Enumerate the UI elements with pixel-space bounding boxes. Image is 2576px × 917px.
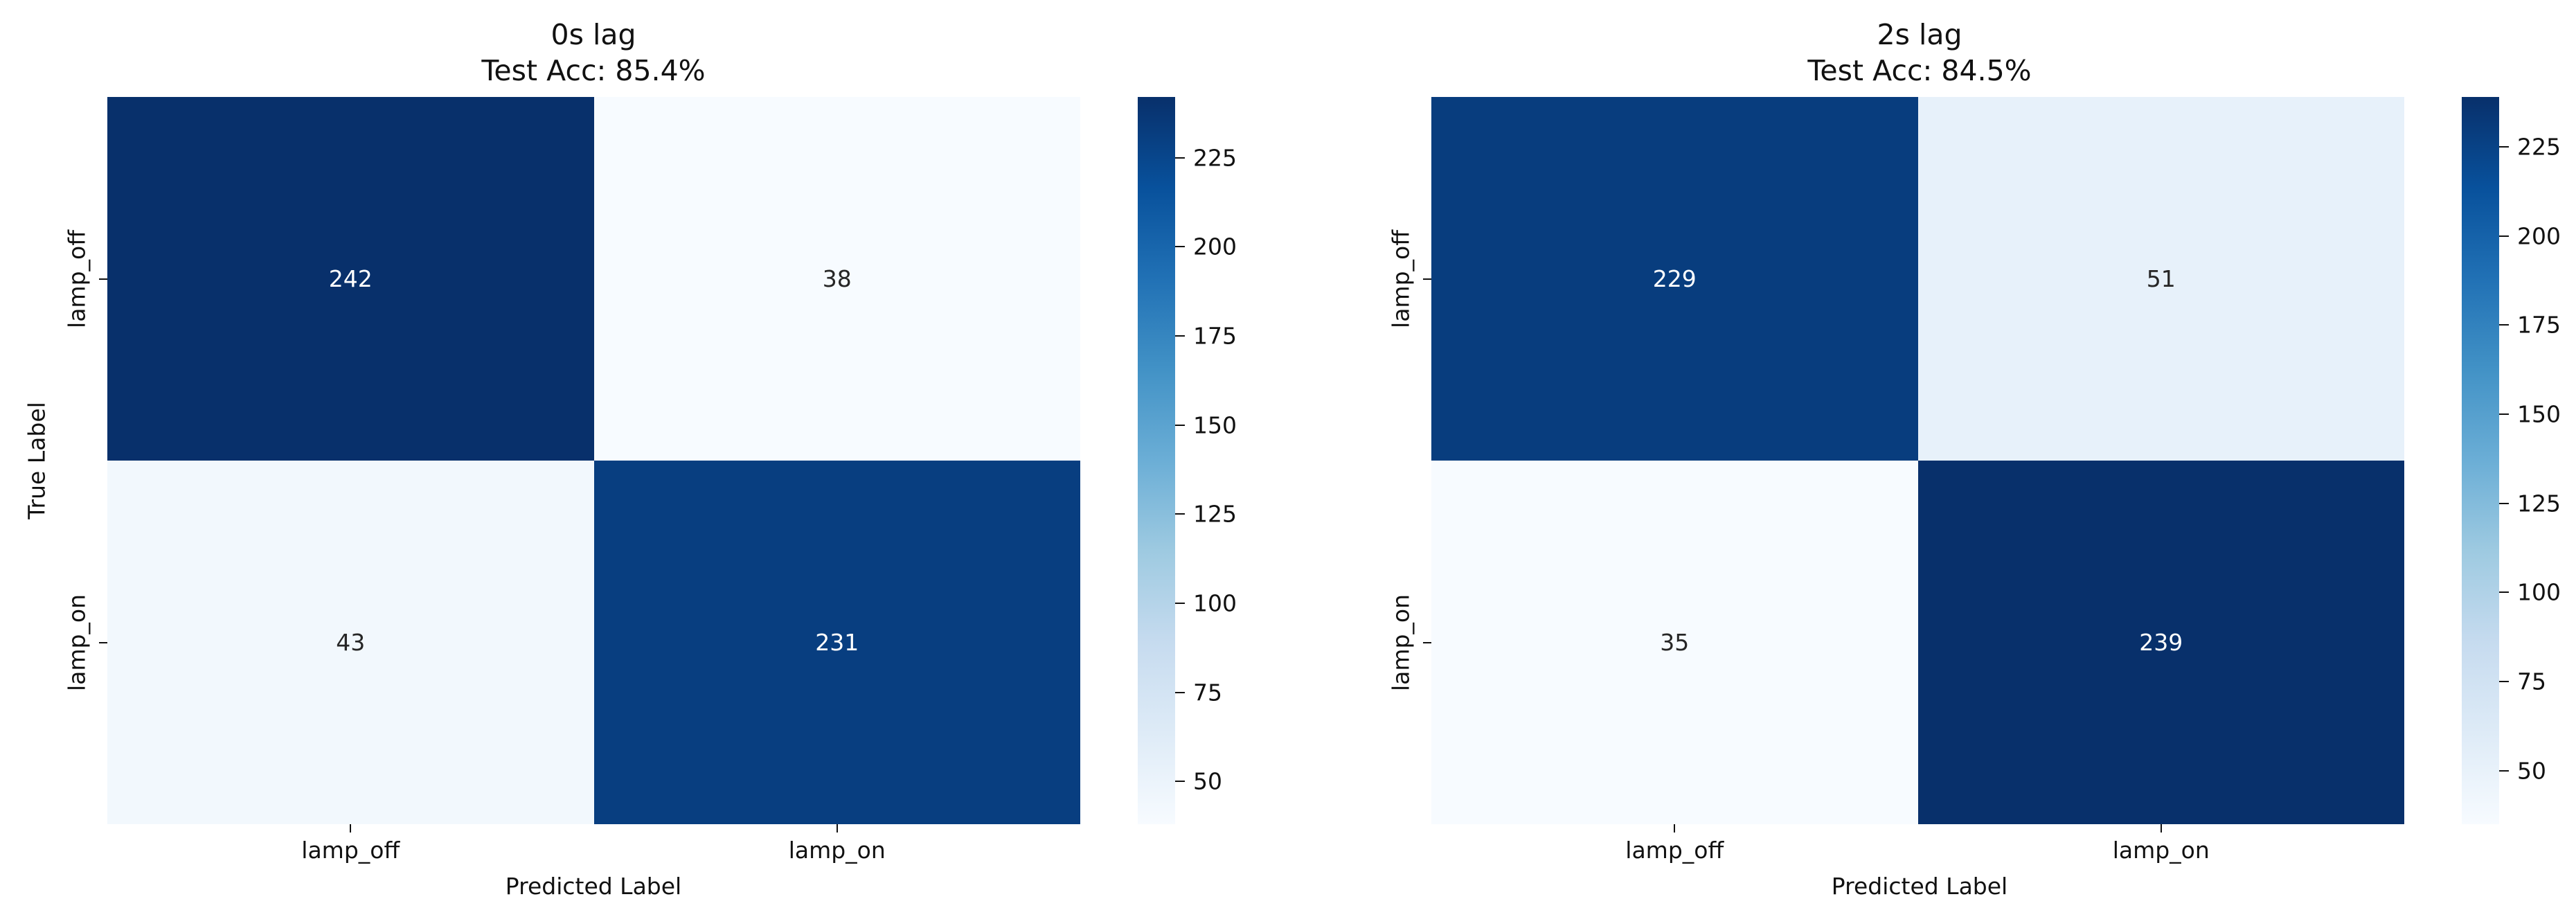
colorbar-tick-mark	[2499, 502, 2509, 504]
colorbar-tick-label: 100	[2517, 578, 2561, 606]
colorbar-tick-label: 100	[1193, 589, 1237, 617]
x-tick-mark	[836, 824, 838, 833]
heatmap-cell: 43	[107, 461, 594, 824]
heatmap-cell: 35	[1431, 461, 1918, 824]
x-axis-label-right: Predicted Label	[1831, 873, 2008, 900]
colorbar-tick-label: 50	[1193, 767, 1222, 795]
colorbar-tick-label: 200	[1193, 233, 1237, 260]
x-tick-label: lamp_off	[301, 837, 400, 864]
colorbar-tick-label: 50	[2517, 757, 2546, 785]
colorbar-tick-mark	[1175, 157, 1185, 159]
colorbar-tick-mark	[1175, 781, 1185, 783]
colorbar-tick-mark	[2499, 146, 2509, 148]
chart-title-right-line2: Test Acc: 84.5%	[1807, 54, 2032, 87]
y-tick-label: lamp_on	[1387, 594, 1415, 691]
y-tick-mark	[99, 278, 107, 280]
y-tick-label: lamp_on	[63, 594, 91, 691]
colorbar-tick-label: 125	[1193, 500, 1237, 528]
heatmap-cell: 38	[593, 97, 1080, 461]
colorbar-tick-mark	[1175, 513, 1185, 515]
colorbar-tick-mark	[2499, 681, 2509, 683]
colorbar-tick-label: 150	[1193, 411, 1237, 439]
x-tick-mark	[1674, 824, 1676, 833]
colorbar-tick-label: 200	[2517, 222, 2561, 250]
colorbar-tick-mark	[1175, 602, 1185, 604]
chart-title-left-line1: 0s lag	[551, 18, 636, 51]
y-tick-mark	[99, 641, 107, 643]
chart-title-right-line1: 2s lag	[1877, 18, 1962, 51]
y-tick-label: lamp_off	[1387, 229, 1415, 328]
heatmap-cell: 242	[107, 97, 594, 461]
y-tick-mark	[1423, 641, 1431, 643]
colorbar-tick-label: 125	[2517, 490, 2561, 517]
x-axis-label-left: Predicted Label	[505, 873, 682, 900]
colorbar-tick-label: 175	[2517, 311, 2561, 339]
colorbar-tick-label: 75	[1193, 679, 1222, 706]
heatmap-cell: 229	[1431, 97, 1918, 461]
chart-title-left: 0s lag Test Acc: 85.4%	[481, 17, 705, 89]
y-tick-label: lamp_off	[63, 229, 91, 328]
colorbar-tick-label: 75	[2517, 668, 2546, 695]
colorbar-tick-mark	[2499, 324, 2509, 326]
x-tick-mark	[350, 824, 352, 833]
x-tick-mark	[2160, 824, 2162, 833]
colorbar-tick-mark	[1175, 424, 1185, 426]
colorbar-tick-label: 175	[1193, 322, 1237, 350]
x-tick-label: lamp_on	[2112, 837, 2210, 864]
x-tick-label: lamp_off	[1625, 837, 1724, 864]
colorbar-tick-label: 150	[2517, 400, 2561, 428]
heatmap-cell: 239	[1917, 461, 2404, 824]
colorbar-tick-label: 225	[2517, 133, 2561, 161]
chart-title-left-line2: Test Acc: 85.4%	[481, 54, 706, 87]
colorbar-tick-mark	[2499, 591, 2509, 594]
heatmap-cell: 51	[1917, 97, 2404, 461]
colorbar-tick-mark	[1175, 691, 1185, 693]
x-tick-label: lamp_on	[788, 837, 886, 864]
colorbar	[1138, 97, 1175, 824]
colorbar	[2462, 97, 2499, 824]
colorbar-tick-label: 225	[1193, 144, 1237, 171]
colorbar-tick-mark	[1175, 246, 1185, 248]
colorbar-tick-mark	[2499, 769, 2509, 772]
colorbar-tick-mark	[1175, 335, 1185, 337]
y-tick-mark	[1423, 278, 1431, 280]
colorbar-tick-mark	[2499, 413, 2509, 416]
y-axis-label-left: True Label	[23, 402, 51, 519]
colorbar-tick-mark	[2499, 235, 2509, 237]
heatmap-cell: 231	[593, 461, 1080, 824]
chart-title-right: 2s lag Test Acc: 84.5%	[1807, 17, 2031, 89]
